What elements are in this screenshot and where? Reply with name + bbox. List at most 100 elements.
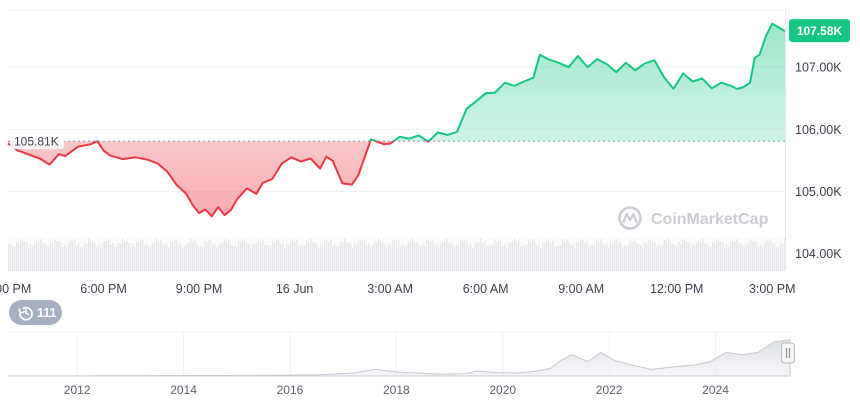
- volume-bar: [190, 238, 191, 271]
- volume-bar: [616, 239, 617, 271]
- volume-bar: [522, 246, 523, 271]
- volume-bar: [124, 242, 125, 271]
- volume-bar: [282, 243, 283, 271]
- volume-bar: [388, 243, 389, 271]
- volume-bar: [536, 245, 537, 271]
- volume-bar: [108, 239, 109, 271]
- volume-bar: [302, 246, 303, 271]
- volume-bar: [562, 239, 563, 271]
- watermark-text: CoinMarketCap: [651, 211, 769, 228]
- coinmarketcap-watermark: CoinMarketCap: [620, 208, 769, 229]
- volume-bar: [444, 242, 445, 271]
- volume-bar: [534, 242, 535, 271]
- volume-bar: [288, 245, 289, 271]
- volume-bar: [224, 239, 225, 271]
- volume-bar: [578, 243, 579, 271]
- volume-bar: [312, 242, 313, 271]
- volume-bar: [136, 241, 137, 271]
- volume-bar: [32, 246, 33, 271]
- volume-bar: [34, 243, 35, 271]
- volume-bar: [446, 238, 447, 271]
- volume-bar: [142, 239, 143, 271]
- volume-bar: [584, 243, 585, 271]
- volume-bar: [76, 245, 77, 271]
- volume-bar: [452, 245, 453, 271]
- volume-bar: [752, 241, 753, 271]
- volume-bar: [434, 246, 435, 271]
- volume-bar: [654, 241, 655, 271]
- navigator-handle[interactable]: [782, 343, 795, 363]
- volume-bar: [188, 243, 189, 271]
- volume-bar: [134, 247, 135, 271]
- volume-bar: [402, 244, 403, 271]
- history-events-button[interactable]: 111: [9, 300, 62, 325]
- volume-bar: [594, 245, 595, 271]
- volume-bar: [572, 244, 573, 271]
- volume-bar: [82, 246, 83, 271]
- volume-bar: [624, 245, 625, 271]
- volume-bar: [374, 241, 375, 271]
- volume-bar: [232, 246, 233, 271]
- volume-bar: [92, 241, 93, 271]
- volume-bar: [310, 238, 311, 271]
- range-navigator[interactable]: 2012 2014 2016 2018 2020 2022 2024: [8, 332, 795, 397]
- volume-bar: [708, 246, 709, 271]
- volume-bar: [722, 242, 723, 271]
- volume-bar: [68, 242, 69, 271]
- volume-bar: [682, 239, 683, 271]
- volume-bar: [432, 241, 433, 271]
- volume-bar: [252, 244, 253, 271]
- navigator-tick-label: 2020: [489, 383, 516, 397]
- navigator-tick-label: 2016: [277, 383, 304, 397]
- volume-bar: [494, 239, 495, 271]
- volume-bar: [22, 241, 23, 271]
- volume-bar: [712, 242, 713, 271]
- volume-bar: [322, 245, 323, 271]
- coinmarketcap-logo-icon: [620, 208, 641, 229]
- volume-bar: [118, 243, 119, 271]
- volume-bar: [744, 247, 745, 271]
- volume-bar: [60, 243, 61, 271]
- navigator-area: [8, 340, 790, 376]
- volume-bar: [268, 245, 269, 271]
- volume-bar: [574, 248, 575, 271]
- volume-bar: [340, 241, 341, 271]
- volume-bar: [758, 247, 759, 271]
- navigator-tick-label: 2014: [170, 383, 197, 397]
- volume-bar: [78, 243, 79, 271]
- volume-bar: [368, 244, 369, 271]
- volume-bar: [126, 241, 127, 271]
- volume-bar: [538, 244, 539, 271]
- volume-bar: [614, 240, 615, 271]
- volume-bar: [194, 240, 195, 271]
- volume-bar: [716, 239, 717, 271]
- volume-bar: [206, 242, 207, 271]
- volume-bar: [14, 247, 15, 271]
- volume-bar: [544, 243, 545, 271]
- volume-bar: [80, 247, 81, 271]
- volume-bar: [564, 242, 565, 271]
- volume-bar: [666, 242, 667, 271]
- volume-bar: [698, 240, 699, 271]
- volume-bar: [174, 240, 175, 271]
- volume-bar: [688, 242, 689, 271]
- volume-bar: [214, 243, 215, 271]
- volume-bar: [510, 243, 511, 271]
- volume-bar: [176, 240, 177, 271]
- volume-bar: [424, 246, 425, 271]
- volume-bar: [360, 240, 361, 271]
- volume-bar: [358, 241, 359, 271]
- volume-bar: [484, 241, 485, 271]
- volume-bar: [394, 240, 395, 271]
- volume-bar: [436, 244, 437, 271]
- volume-bar: [354, 243, 355, 271]
- volume-bar: [464, 240, 465, 271]
- volume-bar: [110, 245, 111, 271]
- reference-price-label: 105.81K: [10, 132, 64, 149]
- volume-bar: [54, 239, 55, 271]
- volume-bar: [618, 243, 619, 271]
- volume-bar: [468, 246, 469, 271]
- volume-bar: [498, 240, 499, 271]
